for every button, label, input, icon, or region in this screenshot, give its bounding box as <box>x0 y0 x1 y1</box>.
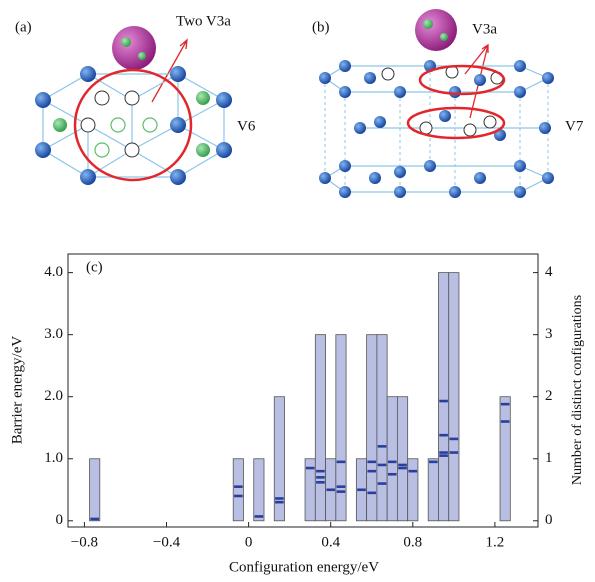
bar <box>428 459 438 521</box>
bar <box>397 397 407 521</box>
panel-label: (a) <box>15 19 32 35</box>
panel-a: (a) Two V3a V6 <box>15 13 256 185</box>
figure: (a) Two V3a V6 (b) V3a <box>0 0 595 582</box>
lattice <box>35 66 232 185</box>
y-tick-label: 1.0 <box>44 450 63 466</box>
bar <box>90 459 100 521</box>
bar <box>408 459 418 521</box>
bar <box>449 273 459 521</box>
structure-label: V6 <box>237 118 256 134</box>
y-tick-label: 2.0 <box>44 388 63 404</box>
cluster-label: Two V3a <box>176 13 231 29</box>
structure-label: V7 <box>565 118 584 134</box>
y-axis-title: Barrier energy/eV <box>9 336 25 445</box>
y-tick-label: 4.0 <box>44 264 63 280</box>
plot-frame <box>68 254 538 527</box>
y2-tick-label: 1 <box>545 450 553 466</box>
bar <box>254 459 264 521</box>
x-tick-label: 1.2 <box>486 534 505 550</box>
x-tick-label: −0.8 <box>71 534 98 550</box>
y2-axis-title: Number of distinct configurations <box>570 295 585 485</box>
x-tick-label: −0.4 <box>153 534 181 550</box>
y-tick-label: 0 <box>56 512 64 528</box>
cluster-label: V3a <box>472 21 497 37</box>
chart: (c) Configuration energy/eV Barrier ener… <box>9 254 585 575</box>
bar <box>387 397 397 521</box>
bar <box>438 273 448 521</box>
y2-tick-label: 3 <box>545 326 553 342</box>
x-tick-label: 0.8 <box>403 534 422 550</box>
y-tick-label: 3.0 <box>44 326 63 342</box>
y2-tick-label: 4 <box>545 264 553 280</box>
x-tick-label: 0.4 <box>321 534 340 550</box>
bar <box>233 459 243 521</box>
bar <box>315 335 325 521</box>
y2-tick-label: 2 <box>545 388 553 404</box>
bar <box>377 335 387 521</box>
panel-label: (c) <box>86 259 103 275</box>
y2-tick-label: 0 <box>545 512 553 528</box>
cluster-icon <box>112 26 156 70</box>
x-tick-label: 0 <box>245 534 253 550</box>
bar <box>500 397 510 521</box>
x-axis-title: Configuration energy/eV <box>229 559 379 575</box>
panel-b: (b) V3a V7 <box>312 9 584 198</box>
cluster-icon <box>415 9 457 51</box>
lattice <box>319 60 554 198</box>
panel-label: (b) <box>312 19 330 35</box>
